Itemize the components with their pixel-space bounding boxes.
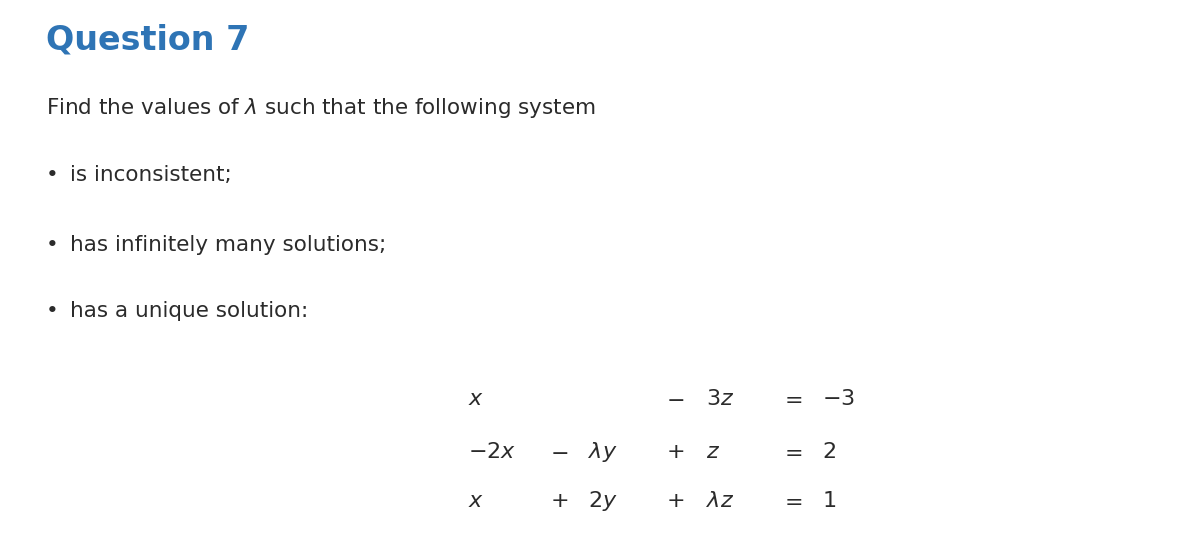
Text: $-$: $-$ <box>666 388 684 410</box>
Text: $=$: $=$ <box>780 441 803 463</box>
Text: has a unique solution:: has a unique solution: <box>70 301 308 321</box>
Text: Find the values of $\lambda$ such that the following system: Find the values of $\lambda$ such that t… <box>46 96 595 120</box>
Text: $+$: $+$ <box>666 441 684 463</box>
Text: $-3$: $-3$ <box>822 388 856 410</box>
Text: $\lambda z$: $\lambda z$ <box>706 490 734 512</box>
Text: $2$: $2$ <box>822 441 836 463</box>
Text: is inconsistent;: is inconsistent; <box>70 165 232 185</box>
Text: $-2x$: $-2x$ <box>468 441 516 463</box>
Text: $-$: $-$ <box>550 441 568 463</box>
Text: $z$: $z$ <box>706 441 720 463</box>
Text: •: • <box>46 165 59 185</box>
Text: $\lambda y$: $\lambda y$ <box>588 440 618 464</box>
Text: has infinitely many solutions;: has infinitely many solutions; <box>70 235 386 255</box>
Text: •: • <box>46 235 59 255</box>
Text: $x$: $x$ <box>468 490 484 512</box>
Text: Question 7: Question 7 <box>46 24 248 57</box>
Text: $2y$: $2y$ <box>588 489 618 513</box>
Text: $3z$: $3z$ <box>706 388 734 410</box>
Text: $+$: $+$ <box>550 490 568 512</box>
Text: $=$: $=$ <box>780 388 803 410</box>
Text: $=$: $=$ <box>780 490 803 512</box>
Text: $x$: $x$ <box>468 388 484 410</box>
Text: •: • <box>46 301 59 321</box>
Text: $1$: $1$ <box>822 490 836 512</box>
Text: $+$: $+$ <box>666 490 684 512</box>
